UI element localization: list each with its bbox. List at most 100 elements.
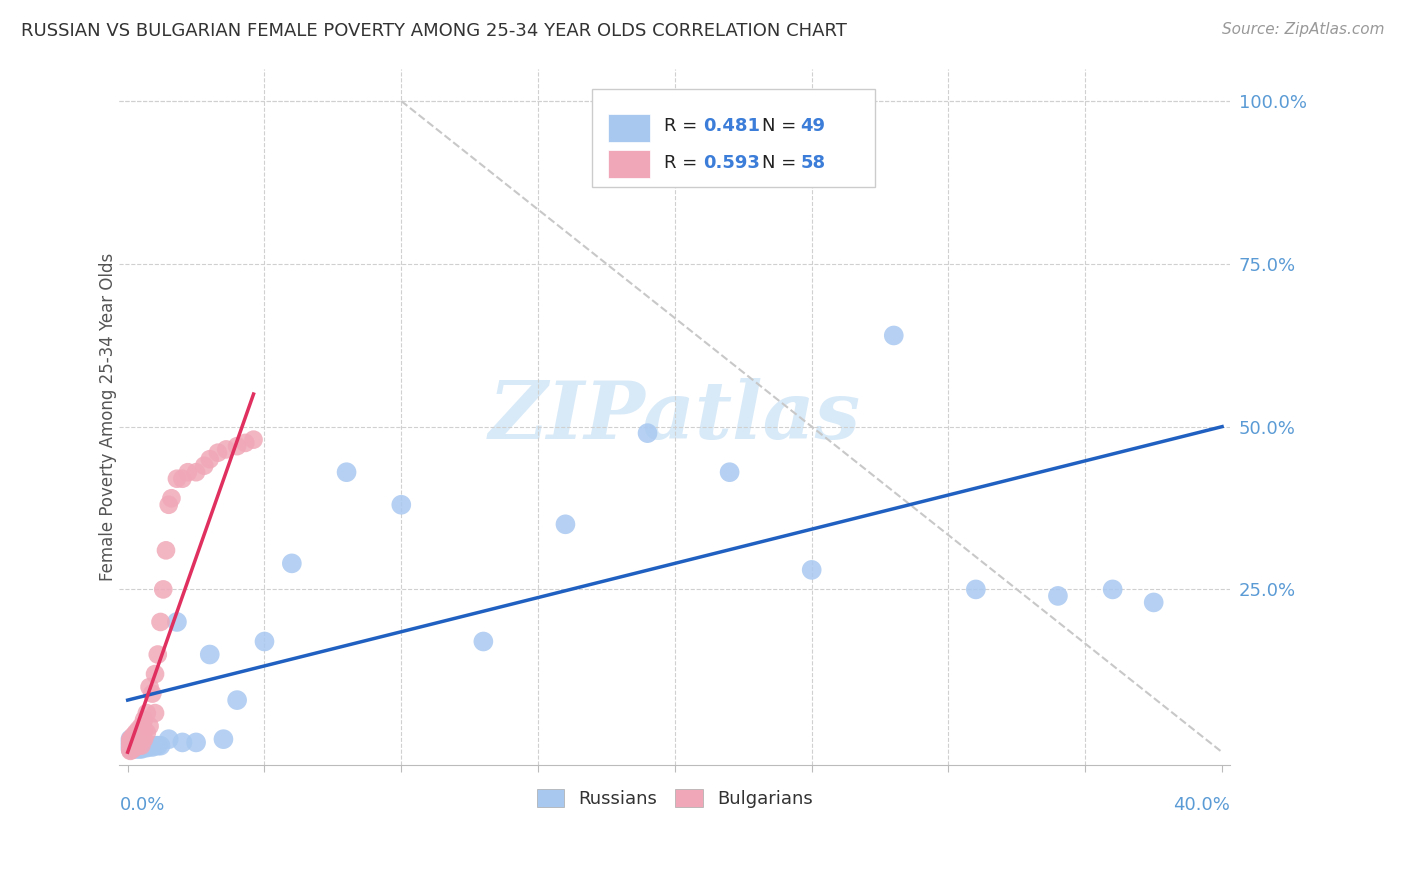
Text: 49: 49 <box>800 118 825 136</box>
Point <box>122 732 145 747</box>
Point <box>128 737 150 751</box>
Point <box>125 742 148 756</box>
Point <box>155 543 177 558</box>
Text: 0.593: 0.593 <box>703 153 759 171</box>
Point <box>1101 582 1123 597</box>
Point <box>120 742 142 756</box>
Point <box>120 742 142 756</box>
Point <box>177 465 200 479</box>
Point <box>157 732 180 747</box>
Point <box>120 741 142 756</box>
Point <box>184 465 207 479</box>
Point <box>135 706 157 720</box>
Point <box>125 732 148 747</box>
Text: Source: ZipAtlas.com: Source: ZipAtlas.com <box>1222 22 1385 37</box>
Point <box>128 733 150 747</box>
Point <box>128 742 150 756</box>
Point <box>1143 595 1166 609</box>
Point <box>122 732 145 747</box>
Point <box>122 742 145 756</box>
Text: 58: 58 <box>800 153 825 171</box>
Point <box>143 706 166 720</box>
Point <box>138 719 160 733</box>
Point <box>122 739 145 753</box>
Text: R =: R = <box>664 153 703 171</box>
Point <box>146 648 169 662</box>
Point <box>166 472 188 486</box>
Point <box>122 739 145 754</box>
Point <box>131 740 153 755</box>
Text: 40.0%: 40.0% <box>1174 797 1230 814</box>
Point <box>800 563 823 577</box>
Point <box>472 634 495 648</box>
Point <box>135 740 157 755</box>
Point <box>152 582 174 597</box>
Legend: Russians, Bulgarians: Russians, Bulgarians <box>530 781 820 815</box>
Point <box>135 739 157 753</box>
Point <box>120 744 142 758</box>
Point <box>122 739 145 754</box>
Point <box>149 615 172 629</box>
Point <box>132 732 155 747</box>
Point <box>128 723 150 737</box>
Point <box>125 729 148 743</box>
Point <box>233 436 256 450</box>
Point <box>125 725 148 739</box>
Text: N =: N = <box>762 118 801 136</box>
Point <box>554 517 576 532</box>
Text: RUSSIAN VS BULGARIAN FEMALE POVERTY AMONG 25-34 YEAR OLDS CORRELATION CHART: RUSSIAN VS BULGARIAN FEMALE POVERTY AMON… <box>21 22 846 40</box>
Point <box>132 713 155 727</box>
Point <box>281 557 304 571</box>
Point <box>138 739 160 753</box>
Text: 0.0%: 0.0% <box>120 797 165 814</box>
FancyBboxPatch shape <box>609 114 651 142</box>
Point <box>637 426 659 441</box>
Point <box>138 680 160 694</box>
Text: R =: R = <box>664 118 703 136</box>
Text: ZIPatlas: ZIPatlas <box>489 378 860 456</box>
Point <box>226 439 249 453</box>
Point <box>128 739 150 753</box>
Point <box>120 737 142 751</box>
Point <box>120 733 142 747</box>
Point <box>120 739 142 753</box>
Point <box>242 433 264 447</box>
Point <box>125 739 148 754</box>
Point <box>125 739 148 754</box>
Point <box>389 498 412 512</box>
Point <box>226 693 249 707</box>
Point <box>122 735 145 749</box>
FancyBboxPatch shape <box>609 150 651 178</box>
Point <box>125 739 148 753</box>
Point <box>1046 589 1069 603</box>
Point <box>132 723 155 737</box>
Text: N =: N = <box>762 153 801 171</box>
Point <box>172 472 194 486</box>
Point <box>120 732 142 747</box>
Point <box>883 328 905 343</box>
Point <box>965 582 987 597</box>
Point <box>146 739 169 753</box>
Point <box>207 445 229 459</box>
Point <box>135 725 157 739</box>
Point <box>157 498 180 512</box>
Point <box>212 732 235 747</box>
Point <box>193 458 215 473</box>
Point <box>128 729 150 743</box>
Point <box>141 739 163 754</box>
Point <box>122 737 145 751</box>
Point <box>132 739 155 753</box>
Y-axis label: Female Poverty Among 25-34 Year Olds: Female Poverty Among 25-34 Year Olds <box>100 252 117 581</box>
Point <box>120 739 142 753</box>
Point <box>131 739 153 753</box>
Point <box>131 719 153 733</box>
Point <box>125 735 148 749</box>
Point <box>172 735 194 749</box>
Point <box>120 732 142 747</box>
Point <box>120 743 142 757</box>
Point <box>125 735 148 749</box>
FancyBboxPatch shape <box>592 89 875 187</box>
Point <box>131 725 153 739</box>
Point <box>166 615 188 629</box>
Point <box>120 739 142 754</box>
